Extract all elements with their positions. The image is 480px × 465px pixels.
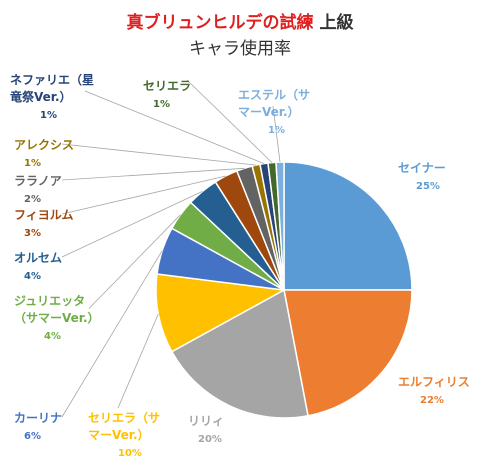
slice-label-3-line-1: マーVer.） [88,427,150,442]
slice-label-10-line-0: ネファリエ（星 [10,72,94,87]
slice-label-5-line-1: （サマーVer.） [14,310,100,325]
leader-line-6 [61,191,203,258]
pie-slice-1 [283,289,413,417]
slice-value-9: 1% [24,158,41,169]
slice-label-12-line-0: エステル（サ [238,87,310,102]
leader-line-10 [84,90,265,164]
slice-value-7: 3% [24,228,41,239]
slice-label-1-line-0: エルフィリス [398,375,470,389]
leader-line-4 [61,250,163,418]
slice-value-3: 10% [118,448,142,459]
slice-value-1: 22% [420,395,444,406]
leader-line-11 [186,79,273,163]
slice-label-9-line-0: アレクシス [14,138,74,152]
slice-label-12-line-1: マーVer.） [238,104,300,119]
chart-title-main: 真ブリュンヒルデの試練 [126,13,314,33]
slice-label-6-line-0: オルセム [14,251,62,265]
slice-value-12: 1% [268,125,285,136]
slice-label-8-line-0: ララノア [14,174,62,188]
leader-line-8 [61,167,245,181]
chart-subtitle: キャラ使用率 [189,39,291,59]
slice-label-7-line-0: フィヨルム [14,208,74,222]
slice-value-6: 4% [24,271,41,282]
slice-label-11-line-0: セリエラ [143,79,191,93]
slice-value-2: 20% [198,434,222,445]
leader-line-9 [61,143,257,166]
leader-line-3 [117,313,159,409]
slice-label-5-line-0: ジュリエッタ [14,294,85,308]
slice-label-3-line-0: セリエラ（サ [88,410,160,425]
slice-value-0: 25% [416,181,440,192]
slice-value-8: 2% [24,194,41,205]
pie-slice-2 [170,288,309,419]
leader-line-12 [272,105,281,163]
pie-slice-3 [155,273,287,353]
slice-value-10: 1% [40,110,57,121]
leader-line-5 [88,214,181,309]
slice-label-2-line-0: リリィ [188,414,224,428]
chart-title-level: 上級 [319,13,354,33]
slice-value-4: 6% [24,431,41,442]
slice-label-10-line-1: 竜祭Ver.） [10,89,72,104]
slice-label-0-line-0: セイナー [398,161,446,175]
leader-line-7 [61,175,226,215]
slice-label-4-line-0: カーリナ [14,411,62,425]
pie-slice-0 [283,161,413,291]
slice-value-11: 1% [153,99,170,110]
chart-title: 真ブリュンヒルデの試練 上級 [0,8,480,33]
slice-value-5: 4% [44,331,61,342]
